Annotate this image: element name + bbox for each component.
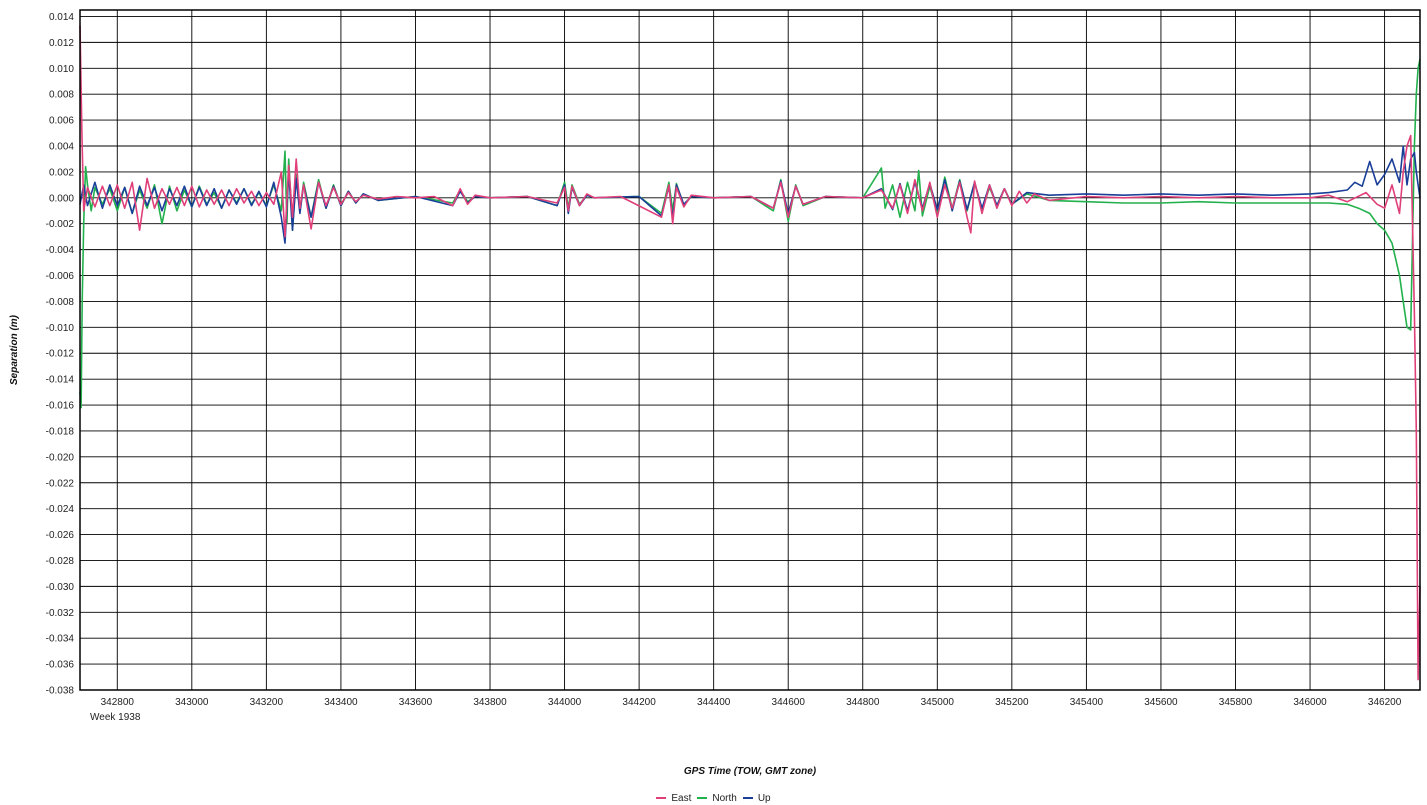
legend-item-up: Up (742, 792, 771, 804)
x-tick-label: 344600 (772, 697, 806, 708)
x-tick-label: 346200 (1368, 697, 1402, 708)
legend-item-north: North (697, 792, 737, 804)
y-tick-label: -0.014 (46, 375, 75, 386)
series-line-north (79, 59, 1421, 409)
x-tick-label: 346000 (1293, 697, 1327, 708)
y-tick-label: 0.004 (49, 142, 74, 153)
y-tick-label: -0.028 (46, 556, 75, 567)
y-tick-label: -0.034 (46, 634, 75, 645)
y-tick-label: -0.032 (46, 608, 75, 619)
series-layer (79, 25, 1421, 681)
y-tick-label: 0.010 (49, 64, 74, 75)
gridlines (80, 10, 1420, 691)
x-tick-label: 342800 (101, 697, 135, 708)
y-tick-label: -0.022 (46, 478, 75, 489)
series-line-east (79, 25, 1421, 681)
legend-item-east: East (656, 793, 691, 804)
y-tick-label: 0.014 (49, 12, 74, 23)
series-line-up (79, 145, 1421, 244)
x-axis-ticks: 342800 343000 343200 343400 343600 343800 3440… (101, 697, 1402, 708)
y-tick-label: -0.002 (46, 219, 75, 230)
x-tick-label: 344800 (846, 697, 880, 708)
x-tick-label: 343800 (473, 697, 507, 708)
legend-swatch (697, 797, 708, 799)
legend-label: East (671, 792, 692, 804)
x-tick-label: 345400 (1070, 697, 1104, 708)
legend-swatch (742, 797, 753, 799)
x-tick-label: 344400 (697, 697, 731, 708)
y-tick-label: -0.038 (46, 686, 75, 697)
legend: East North Up (0, 791, 1427, 804)
y-tick-label: -0.018 (46, 426, 75, 437)
x-tick-label: 343200 (250, 697, 284, 708)
legend-label: Up (757, 792, 771, 804)
x-axis-title: GPS Time (TOW, GMT zone) (684, 766, 817, 777)
x-tick-label: 345800 (1219, 697, 1253, 708)
y-tick-label: -0.024 (46, 504, 75, 515)
x-tick-label: 345600 (1144, 697, 1178, 708)
legend-swatch (656, 797, 667, 799)
x-tick-label: 344000 (548, 697, 582, 708)
y-tick-label: -0.016 (46, 401, 75, 412)
y-tick-label: -0.008 (46, 297, 75, 308)
y-tick-label: -0.006 (46, 271, 75, 282)
y-axis-ticks: 0.014 0.012 0.010 0.008 0.006 0.004 0.002 0.000… (46, 12, 75, 697)
y-tick-label: -0.020 (46, 452, 75, 463)
x-tick-label: 344200 (622, 697, 656, 708)
x-tick-label: 345000 (921, 697, 955, 708)
y-tick-label: 0.012 (49, 38, 74, 49)
y-tick-label: -0.026 (46, 530, 75, 541)
y-tick-label: -0.030 (46, 582, 75, 593)
y-axis-title: Separation (m) (9, 314, 20, 385)
y-tick-label: -0.010 (46, 323, 75, 334)
y-tick-label: 0.000 (49, 193, 74, 204)
y-tick-label: -0.036 (46, 660, 75, 671)
legend-label: North (712, 792, 737, 804)
x-tick-label: 345200 (995, 697, 1029, 708)
x-tick-label: 343000 (175, 697, 209, 708)
y-tick-label: 0.006 (49, 116, 74, 127)
x-tick-label: 343400 (324, 697, 358, 708)
y-tick-label: -0.012 (46, 349, 75, 360)
y-tick-label: 0.002 (49, 167, 74, 178)
x-tick-label: 343600 (399, 697, 433, 708)
y-tick-label: 0.008 (49, 90, 74, 101)
y-tick-label: -0.004 (46, 245, 75, 256)
plot-frame (79, 9, 1421, 691)
x-axis-week-label: Week 1938 (90, 712, 141, 723)
